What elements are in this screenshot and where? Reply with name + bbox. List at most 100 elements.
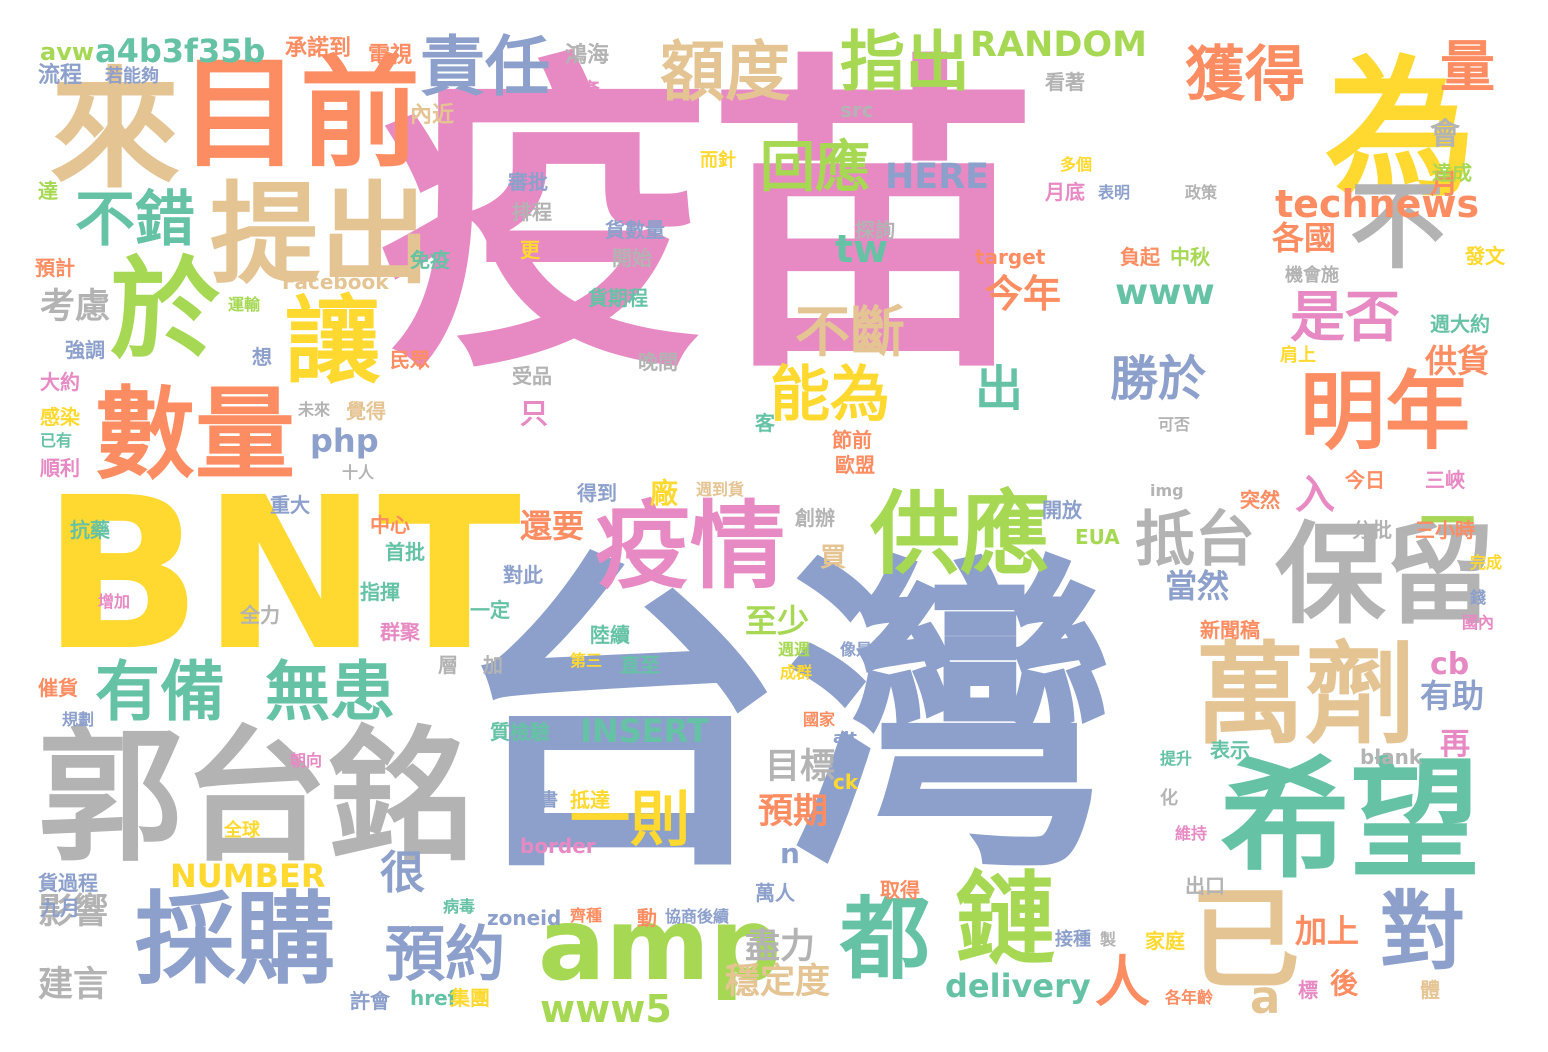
cloud-word: n — [780, 837, 800, 870]
cloud-word: 家庭 — [1145, 929, 1185, 953]
cloud-word: 供貨 — [1425, 342, 1490, 380]
cloud-word: href — [410, 986, 457, 1010]
cloud-word: 新聞稿 — [1200, 618, 1260, 642]
cloud-word: 對 — [1380, 883, 1466, 982]
cloud-word: 晚間 — [638, 350, 678, 374]
cloud-word: 投產 — [560, 78, 600, 102]
cloud-word: 負起 — [1120, 245, 1160, 269]
cloud-word: 不錯 — [75, 185, 195, 255]
cloud-word: 月底 — [1045, 180, 1085, 204]
cloud-word: 今年 — [985, 272, 1062, 316]
cloud-word: 民眾 — [390, 348, 430, 372]
cloud-word: 維持 — [1175, 824, 1208, 843]
cloud-word: 重大 — [270, 493, 310, 517]
cloud-word: zoneid — [487, 906, 562, 930]
cloud-word: 製 — [1100, 930, 1117, 949]
cloud-word: 增加 — [98, 592, 131, 611]
cloud-word: 抗藥 — [70, 518, 110, 542]
cloud-word: 郭台銘 — [38, 713, 473, 882]
cloud-word: 後 — [1330, 967, 1359, 1000]
cloud-word: a — [1250, 971, 1281, 1024]
cloud-word: 提升 — [1160, 749, 1193, 768]
cloud-word: 廠 — [650, 477, 679, 510]
cloud-word: 中心 — [370, 513, 410, 537]
cloud-word: 指揮 — [360, 580, 400, 604]
cloud-word: 中秋 — [1170, 245, 1210, 269]
cloud-word: 肩上 — [1280, 345, 1316, 366]
cloud-word: 考慮 — [40, 287, 111, 327]
cloud-word: 內近 — [410, 103, 455, 128]
cloud-word: 國內 — [1462, 613, 1495, 632]
cloud-word: 政策 — [1185, 183, 1218, 202]
cloud-word: 都 — [840, 887, 930, 992]
cloud-word: HERE — [885, 157, 990, 197]
cloud-word: 目標 — [765, 747, 836, 787]
cloud-word: 當然 — [1165, 567, 1230, 605]
cloud-word: 預計 — [35, 256, 75, 280]
cloud-word: 達成 — [1432, 161, 1472, 185]
cloud-word: 讓 — [285, 287, 381, 397]
cloud-word: 貨數量 — [605, 218, 665, 242]
cloud-word: 疫情 — [595, 492, 786, 602]
cloud-word: 書 — [540, 790, 558, 811]
cloud-word: 客 — [755, 411, 775, 435]
cloud-word: 不 — [1350, 172, 1446, 282]
cloud-word: 入 — [1295, 472, 1335, 518]
cloud-word: 想 — [252, 345, 272, 369]
cloud-word: 許會 — [350, 989, 390, 1013]
cloud-word: 像是 — [840, 640, 873, 659]
cloud-word: 開始 — [612, 246, 652, 270]
cloud-word: 獲得 — [1185, 40, 1305, 110]
cloud-word: 開放 — [1042, 498, 1082, 522]
cloud-word: 完成 — [1470, 553, 1503, 572]
cloud-word: 首批 — [385, 540, 425, 564]
cloud-word: 一定 — [470, 598, 510, 622]
cloud-word: 保留 — [1275, 511, 1495, 639]
cloud-word: 達 — [38, 179, 58, 203]
cloud-word: 責任 — [420, 30, 551, 105]
cloud-word: 只 — [520, 397, 549, 430]
cloud-word: 三峽 — [1425, 468, 1465, 492]
cloud-word: 鴻海 — [565, 43, 610, 68]
cloud-word: 已有 — [40, 431, 73, 450]
cloud-word: 層 — [438, 653, 458, 677]
cloud-word: 鏈 — [955, 861, 1055, 978]
cloud-word: 抵達 — [570, 788, 610, 812]
cloud-word: BNT — [42, 452, 522, 697]
cloud-word: 指出 — [840, 25, 971, 100]
cloud-word: 全力 — [240, 603, 280, 627]
cloud-word: 穩定度 — [725, 962, 831, 1002]
cloud-word: target — [975, 245, 1046, 269]
cloud-word: 採購 — [135, 881, 335, 998]
cloud-word: 國家 — [803, 710, 836, 729]
cloud-word: 目前 — [180, 45, 420, 184]
cloud-word: Facebook — [282, 270, 389, 294]
cloud-word: EUA — [1075, 525, 1120, 549]
cloud-word: a4b3f35b — [95, 32, 266, 70]
cloud-word: 體 — [1420, 978, 1440, 1002]
cloud-word: tw — [835, 227, 889, 271]
cloud-word: 流程 — [38, 63, 83, 88]
cloud-word: 量 — [1440, 35, 1496, 99]
cloud-word: 很 — [380, 846, 426, 899]
cloud-word: 朝向 — [290, 751, 323, 770]
cloud-word: 抵台 — [1135, 505, 1255, 575]
cloud-word: 表明 — [1098, 183, 1131, 202]
cloud-word: 再 — [1440, 727, 1470, 762]
cloud-word: src — [840, 98, 874, 122]
cloud-word: 勝於 — [1110, 351, 1207, 407]
cloud-word: 至少 — [745, 602, 810, 640]
cloud-word: 接種 — [1055, 929, 1091, 950]
cloud-word: 加 — [483, 653, 503, 677]
cloud-word: 各國 — [1272, 219, 1337, 257]
cloud-word: 加上 — [1295, 912, 1360, 950]
cloud-word: 陸續 — [590, 623, 630, 647]
cloud-word: 為 — [1325, 43, 1476, 217]
cloud-word: 節前 — [832, 428, 872, 452]
cloud-word: 更 — [520, 238, 540, 262]
cloud-word: 齊種 — [570, 906, 603, 925]
cloud-word: 疫苗 — [378, 28, 1038, 412]
cloud-word: 回應 — [760, 135, 871, 199]
cloud-word: 台灣 — [455, 528, 1115, 912]
